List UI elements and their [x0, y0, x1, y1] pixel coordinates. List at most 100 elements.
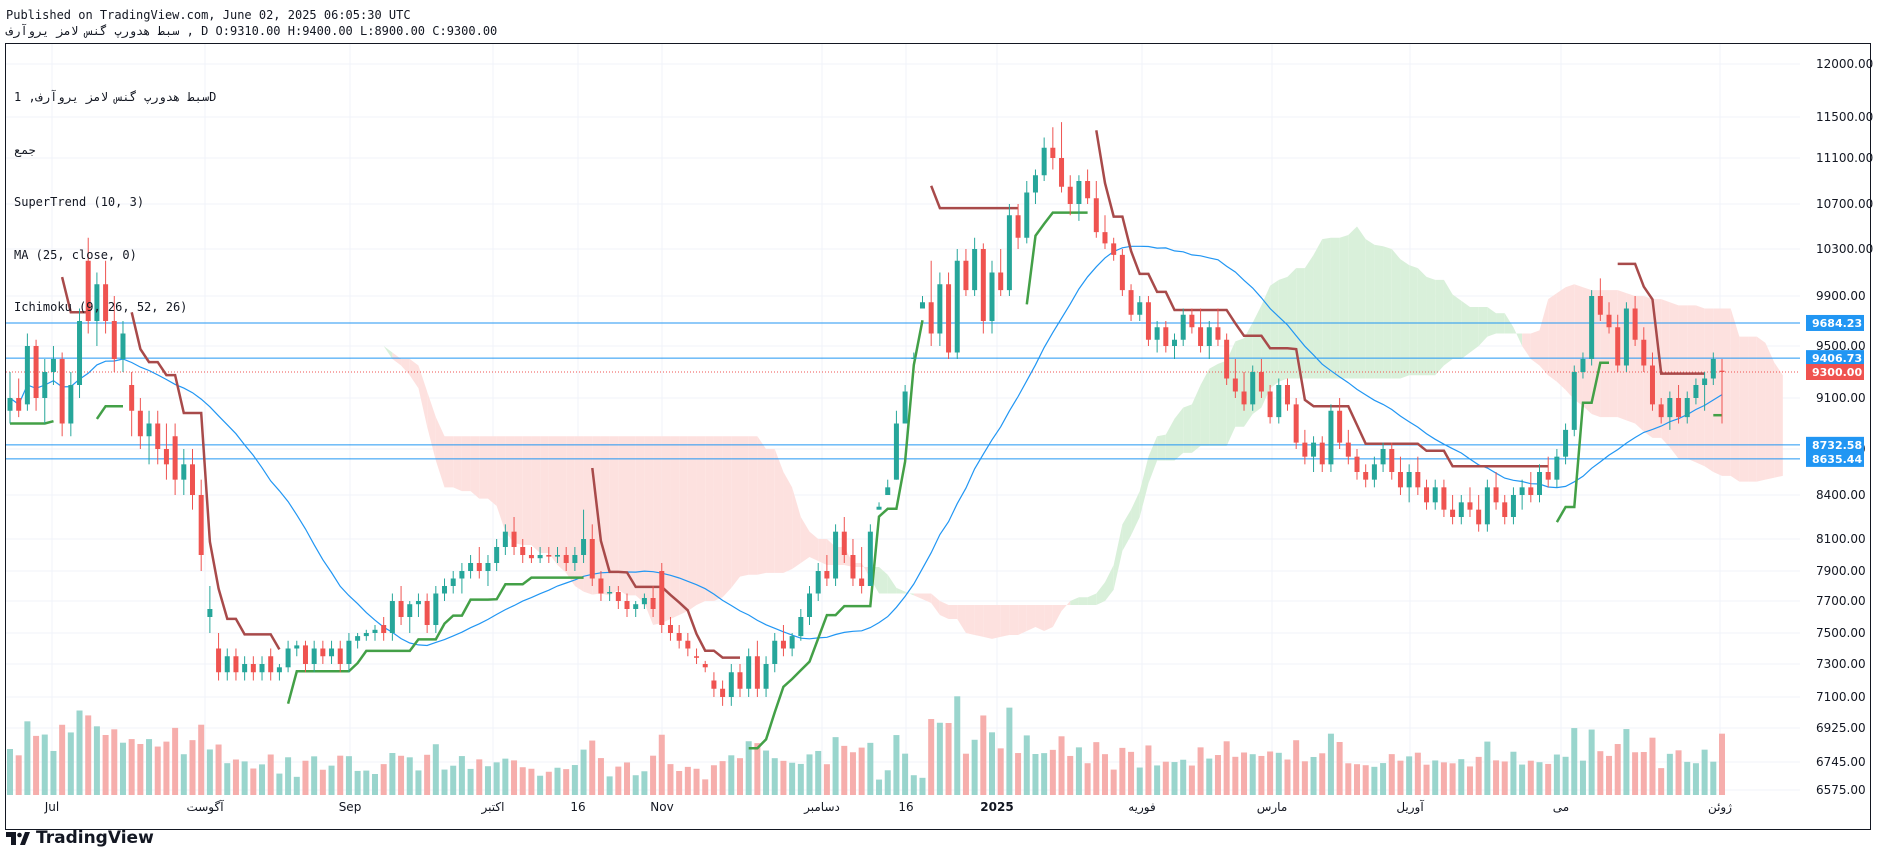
candle-body	[494, 547, 500, 563]
candle-body	[1580, 359, 1586, 372]
cloud-segment	[731, 436, 740, 588]
candle-body	[111, 321, 117, 359]
volume-bar	[285, 757, 292, 795]
volume-bar	[702, 779, 709, 795]
cloud-segment	[757, 436, 767, 575]
candle-body	[998, 272, 1004, 291]
candle-body	[1224, 339, 1230, 379]
candle-body	[207, 609, 213, 617]
cloud-segment	[1687, 305, 1696, 463]
cloud-segment	[401, 359, 410, 376]
candle-body	[1606, 314, 1612, 328]
volume-bar	[467, 768, 474, 795]
volume-bar	[571, 765, 578, 795]
cloud-segment	[627, 436, 636, 596]
volume-bar	[1406, 756, 1413, 795]
candle-body	[572, 555, 578, 563]
cloud-segment	[1113, 524, 1123, 590]
legend-supertrend[interactable]: SuperTrend (10, 3)	[14, 195, 145, 209]
candle-body	[1719, 370, 1725, 372]
volume-bar	[1623, 729, 1630, 795]
candle-body	[511, 531, 517, 547]
candle-body	[1267, 391, 1273, 418]
volume-bar	[545, 771, 552, 795]
candle-body	[198, 495, 204, 555]
cloud-segment	[1165, 418, 1175, 461]
volume-bar	[1023, 735, 1030, 795]
candle-body	[885, 487, 891, 495]
logo-text: TradingView	[36, 828, 154, 848]
candle-body	[1154, 327, 1160, 340]
candle-body	[1484, 487, 1490, 525]
cloud-segment	[800, 517, 810, 563]
tradingview-logo[interactable]: TradingView	[6, 828, 154, 848]
volume-bar	[841, 745, 848, 795]
candle-body	[1059, 158, 1065, 187]
candle-body	[407, 604, 413, 617]
volume-bar	[1614, 744, 1621, 795]
last-price-tag	[1806, 364, 1864, 380]
cloud-segment	[1148, 436, 1158, 484]
volume-bar	[380, 764, 387, 795]
chart-frame[interactable]	[5, 43, 1871, 830]
volume-bar	[1293, 740, 1300, 795]
volume-bar	[719, 761, 726, 795]
cloud-segment	[470, 436, 480, 499]
legend-symbol[interactable]: سبط هدورپ گنس لامز یروآرف, 1D	[14, 90, 217, 104]
cloud-segment	[922, 593, 932, 603]
time-tick-label: اکتبر	[481, 800, 505, 815]
cloud-segment	[1400, 259, 1410, 379]
volume-bar	[1632, 752, 1639, 795]
volume-bar	[41, 734, 48, 795]
cloud-segment	[1157, 434, 1166, 461]
candle-body	[1589, 296, 1595, 359]
cloud-segment	[383, 346, 393, 359]
cloud-segment	[739, 436, 749, 577]
candle-body	[563, 555, 569, 563]
level-price-tag	[1806, 314, 1864, 331]
candle-body	[1284, 385, 1290, 405]
cloud-segment	[670, 436, 680, 619]
volume-bar	[928, 719, 935, 795]
price-tick-label: 6925.00	[1816, 721, 1866, 735]
candle-body	[146, 423, 152, 437]
volume-bar	[1249, 754, 1256, 795]
candle-body	[1519, 487, 1525, 495]
cloud-segment	[1678, 305, 1688, 459]
candle-body	[502, 531, 508, 547]
cloud-segment	[1469, 306, 1479, 353]
volume-bar	[867, 742, 874, 795]
volume-bar	[1093, 742, 1100, 795]
volume-bar	[1423, 764, 1430, 795]
legend-ma[interactable]: MA (25, close, 0)	[14, 247, 137, 262]
candle-body	[329, 648, 335, 657]
cloud-segment	[409, 359, 419, 389]
candle-body	[302, 645, 308, 664]
cloud-segment	[809, 531, 819, 561]
volume-bar	[1675, 750, 1682, 795]
cloud-segment	[1278, 276, 1288, 382]
candle-body	[1119, 254, 1125, 291]
cloud-segment	[1383, 246, 1392, 379]
volume-bar	[493, 762, 500, 795]
candle-body	[1319, 442, 1325, 465]
cloud-segment	[1539, 299, 1549, 376]
price-tick-label: 10300.00	[1816, 242, 1873, 256]
candle-body	[137, 410, 143, 437]
cloud-segment	[540, 436, 549, 553]
legend-ichimoku[interactable]: Ichimoku (9, 26, 52, 26)	[14, 300, 188, 314]
candle-body	[320, 648, 326, 657]
volume-bar	[754, 743, 761, 795]
cloud-segment	[931, 593, 940, 615]
candle-body	[424, 601, 430, 625]
moving-average-line	[9, 245, 1723, 647]
cloud-segment	[461, 436, 471, 492]
candle-body	[1571, 372, 1577, 430]
volume-bar	[1041, 753, 1048, 795]
volume-bar	[33, 735, 40, 795]
cloud-segment	[435, 417, 445, 488]
candle-body	[867, 531, 873, 586]
cloud-segment	[1078, 597, 1088, 605]
